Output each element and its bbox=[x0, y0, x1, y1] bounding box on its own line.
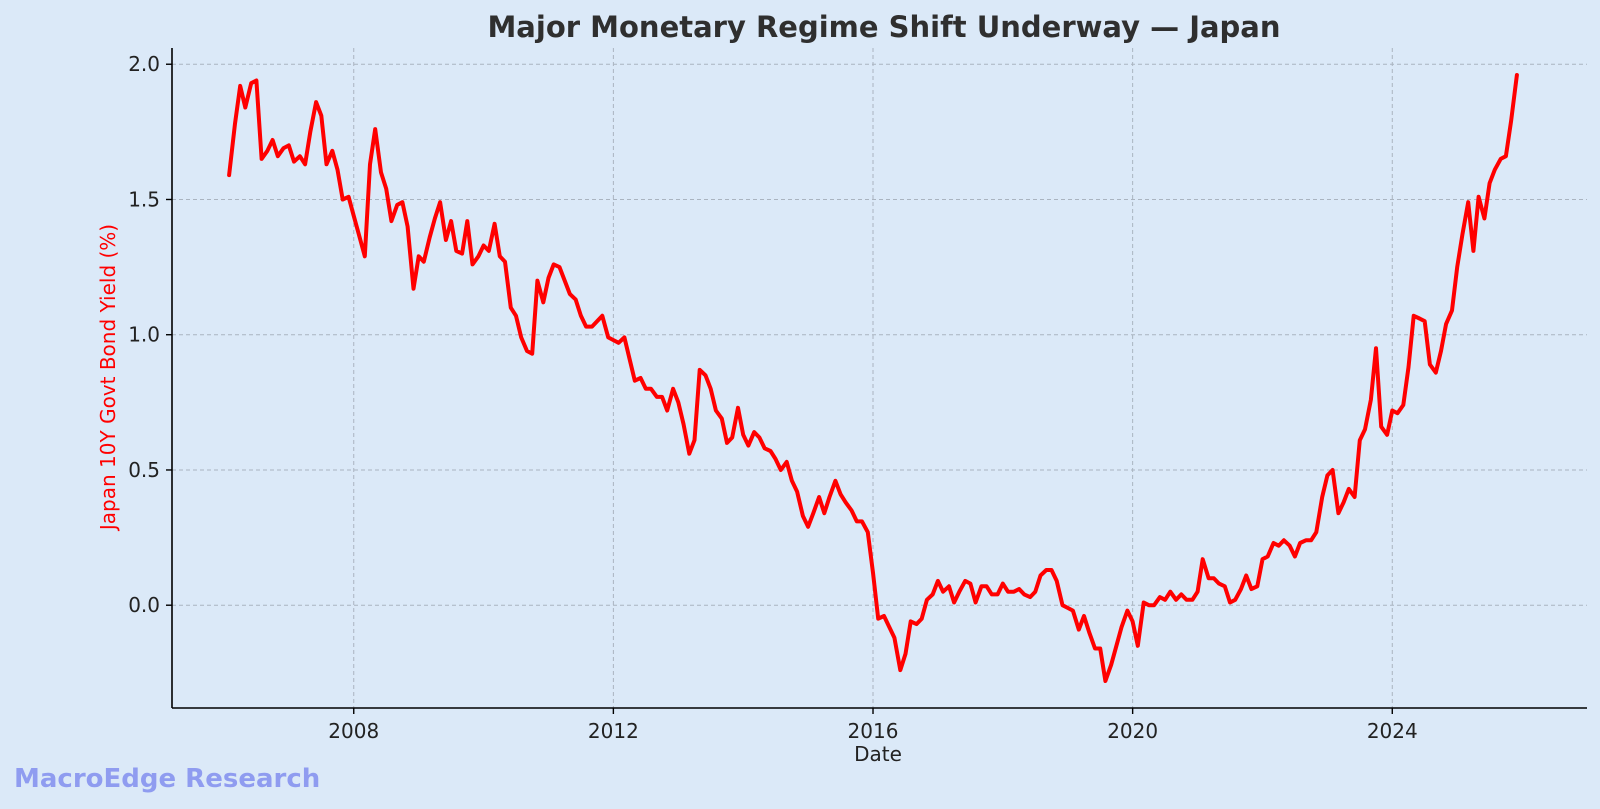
y-tick-label: 0.5 bbox=[128, 458, 160, 482]
x-tick-label: 2016 bbox=[848, 719, 899, 743]
y-tick-label: 1.0 bbox=[128, 323, 160, 347]
y-tick-label: 2.0 bbox=[128, 52, 160, 76]
y-tick-label: 1.5 bbox=[128, 187, 160, 211]
y-axis-label: Japan 10Y Govt Bond Yield (%) bbox=[96, 224, 120, 532]
series-layer bbox=[227, 73, 1519, 683]
watermark-logo: MacroEdge Research bbox=[14, 764, 321, 794]
x-tick-label: 2024 bbox=[1367, 719, 1418, 743]
y-axis-ticks: 0.0 0.5 1.0 1.5 2.0 bbox=[128, 52, 172, 617]
series-line-jgb-10y-yield bbox=[227, 73, 1519, 683]
x-tick-label: 2020 bbox=[1107, 719, 1158, 743]
x-tick-label: 2012 bbox=[588, 719, 639, 743]
chart-title: Major Monetary Regime Shift Underway — J… bbox=[487, 10, 1280, 44]
x-axis-label: Date bbox=[854, 742, 902, 766]
x-axis-ticks: 2008 2012 2016 2020 2024 bbox=[328, 708, 1418, 743]
axes bbox=[171, 48, 1587, 709]
grid-lines bbox=[172, 48, 1587, 708]
x-tick-label: 2008 bbox=[328, 719, 379, 743]
y-tick-label: 0.0 bbox=[128, 593, 160, 617]
